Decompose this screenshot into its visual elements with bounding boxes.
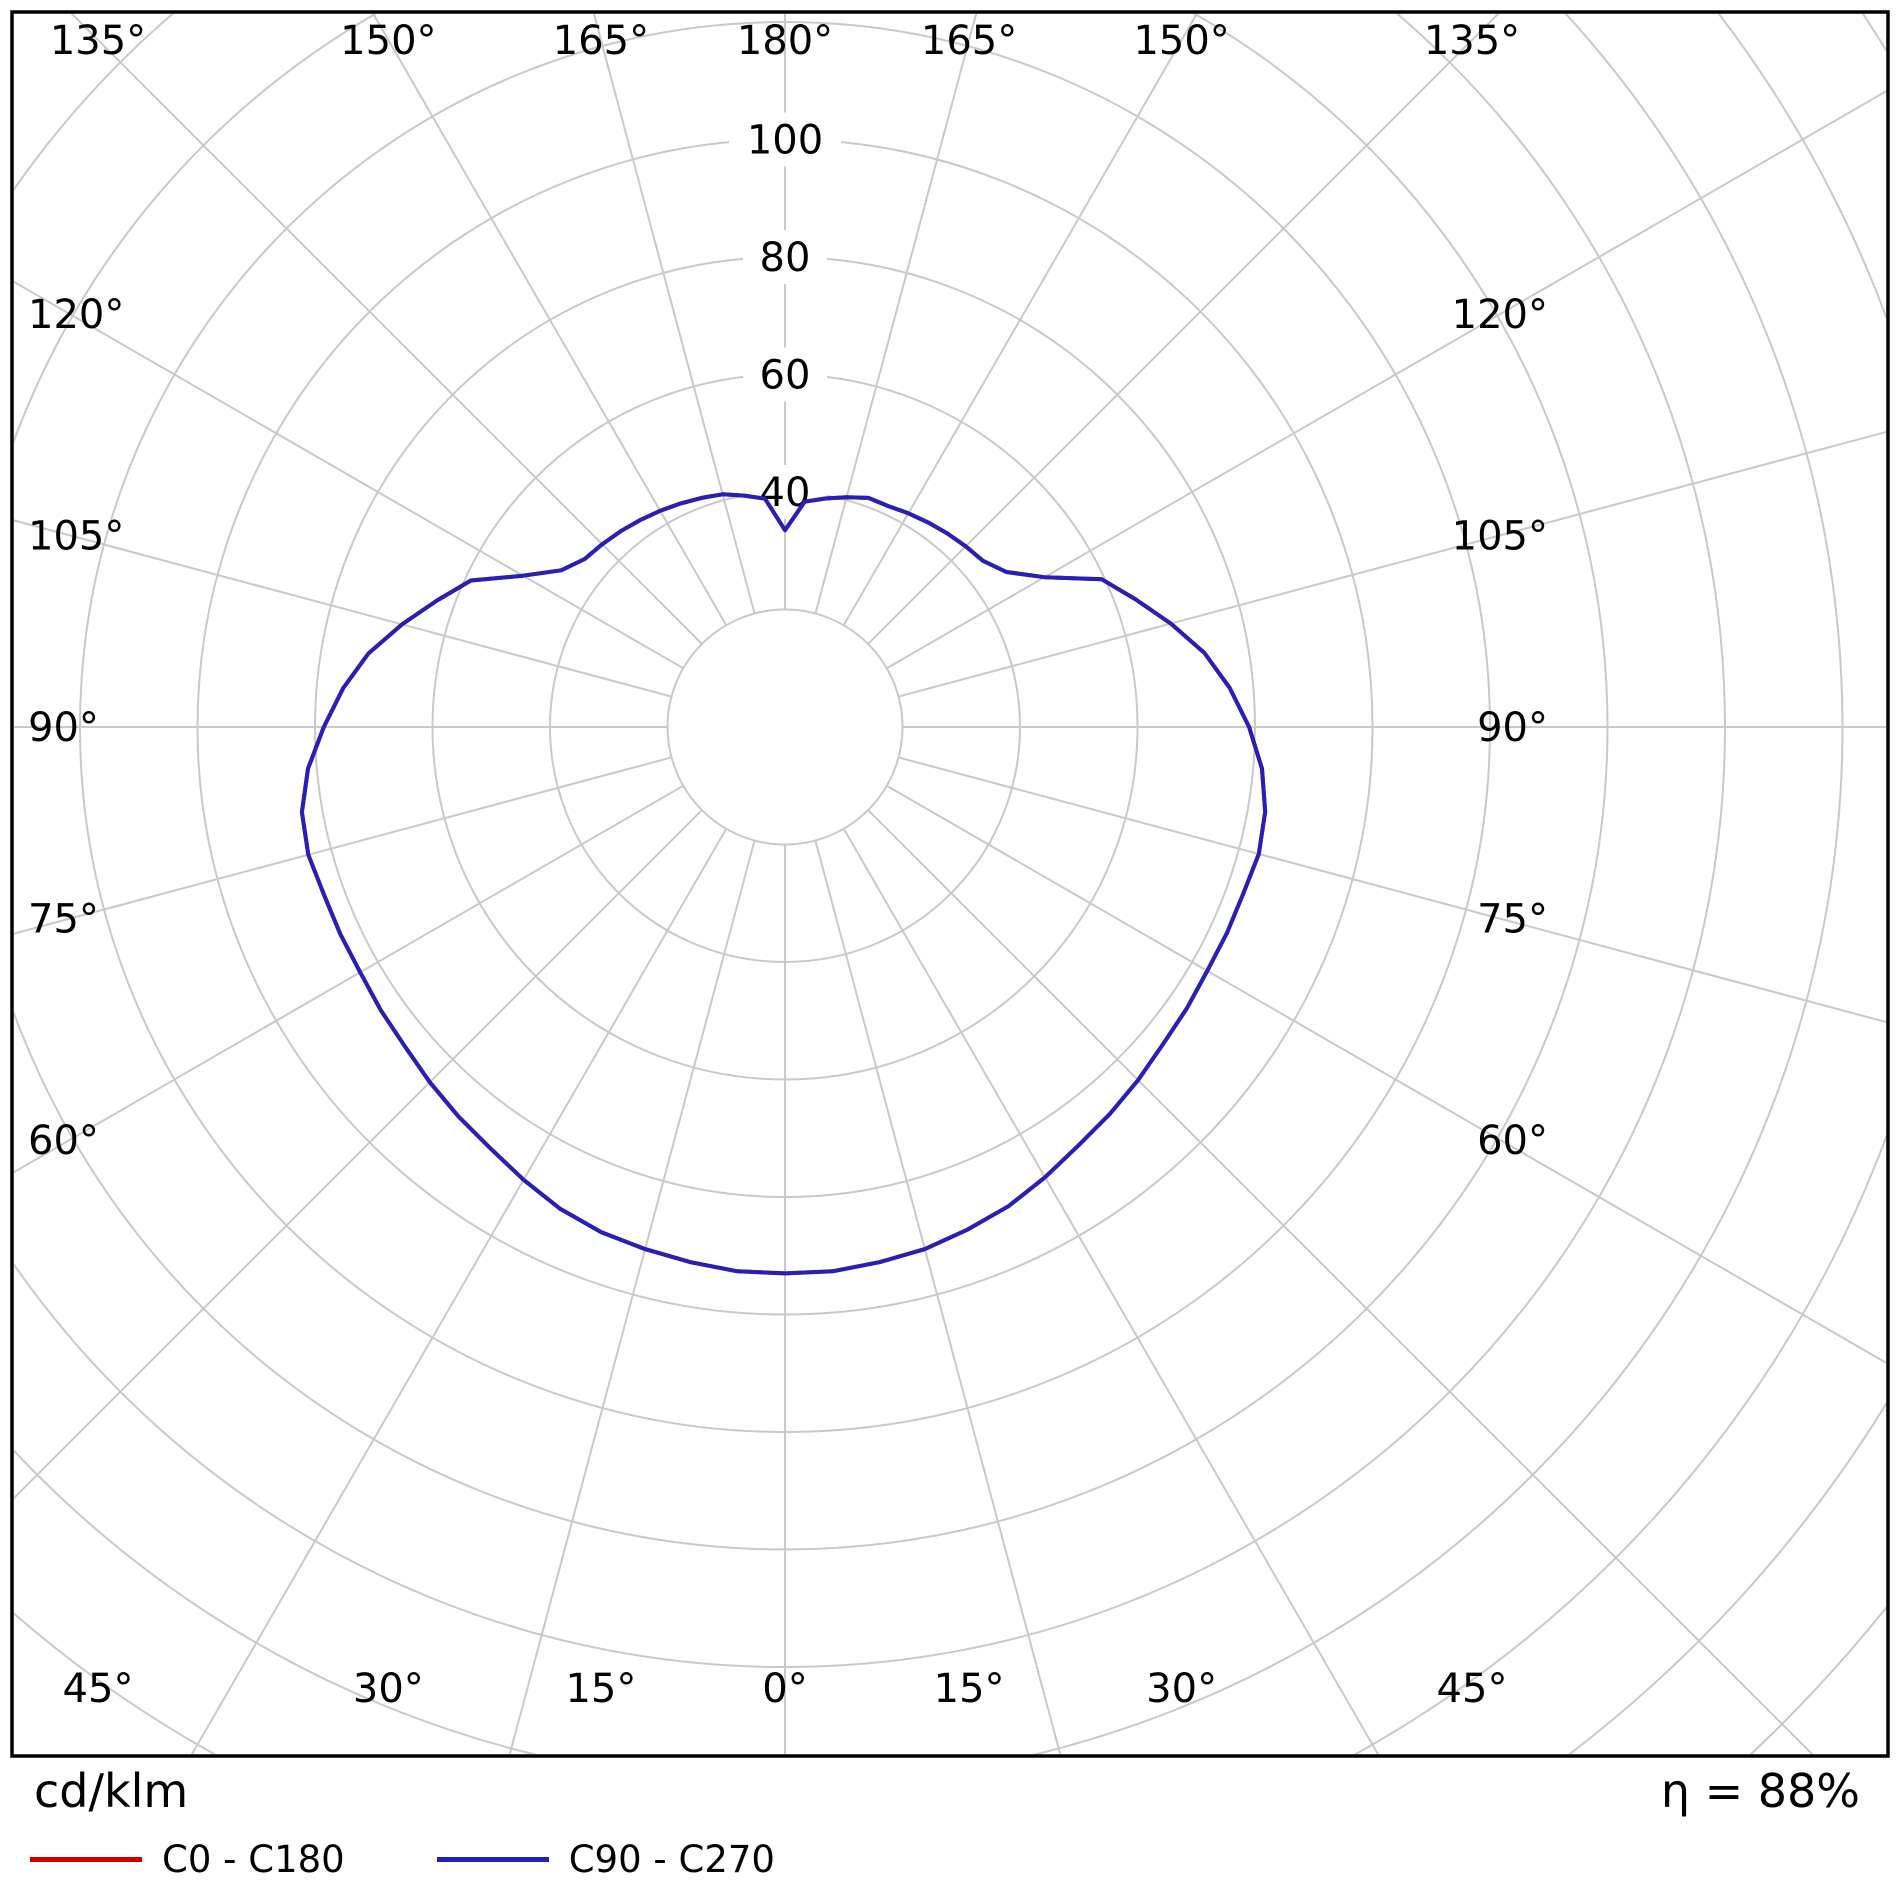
radial-tick-backplate [743,347,827,402]
polar-grid [14,14,1886,1754]
radial-tick-backplate [743,230,827,284]
angle-label: 15° [934,1666,1005,1712]
curve-c90-c270 [299,492,1268,1276]
angle-label: 30° [353,1666,424,1712]
curve-c0-c180 [299,492,1268,1276]
angle-label: 150° [1133,18,1229,64]
angle-label: 0° [762,1666,807,1712]
polar-chart: 40 60 80 100 0° 15° 15° 30° 30° 45° 45° 60° 60° 75° 75… [10,10,1890,1758]
angle-label: 30° [1146,1666,1217,1712]
angle-label: 120° [28,292,124,338]
radial-tick-backplate [743,465,827,519]
angle-label: 90° [28,705,99,751]
units-label: cd/klm [34,1764,189,1818]
angle-label: 105° [28,513,124,559]
radial-tick-label: 40 [760,470,811,516]
angle-label: 45° [1437,1666,1508,1712]
angle-label: 180° [737,18,833,64]
angle-label: 135° [1424,18,1520,64]
angle-label: 135° [50,18,146,64]
angle-label: 165° [553,18,649,64]
plot-border [10,10,1890,1758]
angle-label: 120° [1452,292,1548,338]
angle-label: 105° [1452,513,1548,559]
angle-label: 15° [565,1666,636,1712]
angle-label: 45° [63,1666,134,1712]
legend: C0 - C180 C90 - C270 [30,1838,775,1881]
radial-tick-label: 60 [760,353,811,399]
legend-swatch-c90-c270 [436,1857,549,1862]
legend-item-c90-c270: C90 - C270 [436,1838,775,1881]
angle-label: 165° [921,18,1017,64]
angle-label: 90° [1477,705,1548,751]
radial-tick-backplate [729,112,841,167]
radial-tick-label: 80 [760,235,811,281]
efficiency-label: η = 88% [1660,1764,1860,1818]
legend-swatch-c0-c180 [30,1857,142,1862]
legend-label-c90-c270: C90 - C270 [568,1838,775,1881]
angle-label: 150° [340,18,436,64]
angle-label: 75° [1477,897,1548,943]
legend-label-c0-c180: C0 - C180 [162,1838,345,1881]
radial-tick-label: 100 [747,118,823,164]
angle-label: 75° [28,897,99,943]
angle-label: 60° [28,1118,99,1164]
legend-item-c0-c180: C0 - C180 [30,1838,345,1881]
angle-label: 60° [1477,1118,1548,1164]
